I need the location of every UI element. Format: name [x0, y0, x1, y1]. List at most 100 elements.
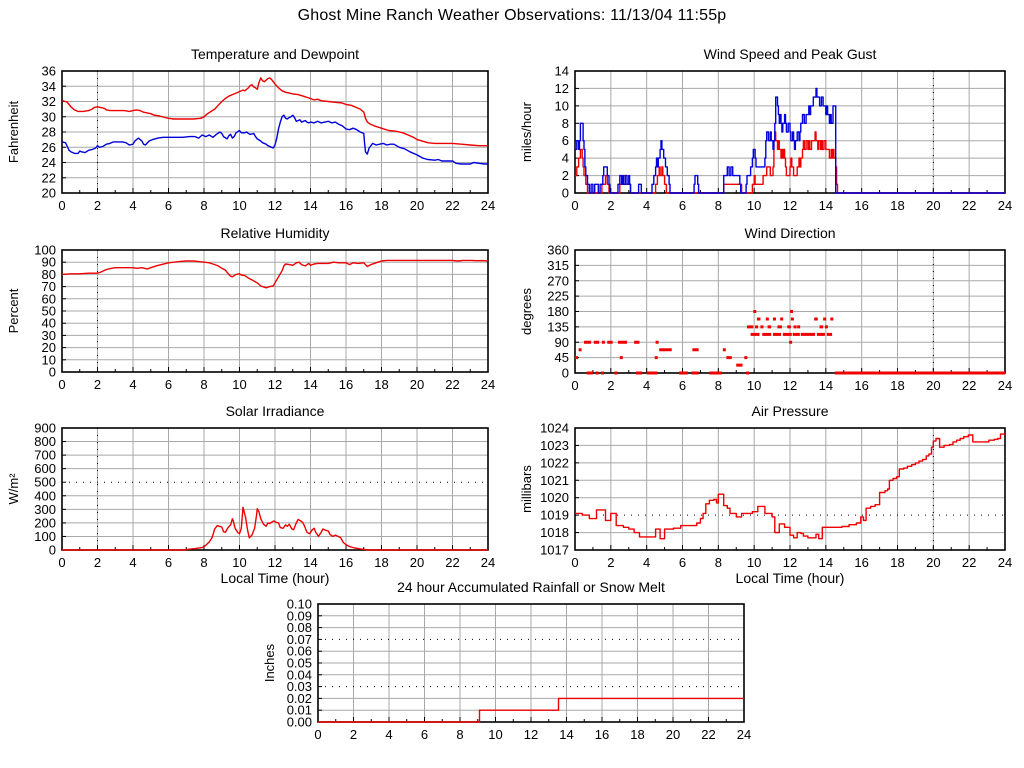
x-tick-label: 4 — [643, 555, 650, 570]
series-wind-direction — [575, 310, 1005, 375]
x-tick-label: 16 — [854, 198, 868, 213]
chart-rain: 24 hour Accumulated Rainfall or Snow Mel… — [262, 579, 751, 742]
x-tick-label: 14 — [303, 377, 317, 392]
x-tick-label: 20 — [410, 198, 424, 213]
y-tick-label: 0.04 — [287, 667, 312, 682]
x-tick-label: 4 — [129, 555, 136, 570]
y-tick-label: 0.06 — [287, 644, 312, 659]
y-tick-label: 0 — [562, 186, 569, 201]
x-tick-label: 18 — [374, 555, 388, 570]
y-tick-label: 14 — [555, 64, 569, 79]
y-tick-label: 1022 — [540, 455, 569, 470]
chart-title: Temperature and Dewpoint — [191, 46, 359, 62]
x-tick-label: 24 — [481, 377, 495, 392]
y-tick-label: 1021 — [540, 473, 569, 488]
y-tick-label: 300 — [34, 502, 56, 517]
x-tick-label: 12 — [783, 555, 797, 570]
y-tick-label: 200 — [34, 515, 56, 530]
x-tick-label: 22 — [962, 378, 976, 393]
x-tick-label: 0 — [314, 727, 321, 742]
page-title: Ghost Mine Ranch Weather Observations: 1… — [297, 7, 727, 24]
y-tick-label: 0 — [562, 366, 569, 381]
y-tick-label: 8 — [562, 116, 569, 131]
y-tick-label: 30 — [42, 109, 56, 124]
y-tick-label: 10 — [42, 352, 56, 367]
y-tick-label: 34 — [42, 79, 56, 94]
y-tick-label: 4 — [562, 151, 569, 166]
x-tick-label: 22 — [962, 198, 976, 213]
x-tick-label: 8 — [715, 198, 722, 213]
y-axis-label: Percent — [6, 288, 21, 333]
x-tick-label: 0 — [58, 198, 65, 213]
y-tick-label: 2 — [562, 168, 569, 183]
x-tick-label: 18 — [374, 377, 388, 392]
y-tick-label: 60 — [42, 291, 56, 306]
y-tick-label: 10 — [555, 98, 569, 113]
x-tick-label: 2 — [350, 727, 357, 742]
x-tick-label: 0 — [58, 555, 65, 570]
y-tick-label: 0.09 — [287, 608, 312, 623]
x-tick-label: 18 — [630, 727, 644, 742]
x-tick-label: 12 — [268, 198, 282, 213]
y-tick-label: 0.05 — [287, 656, 312, 671]
x-tick-label: 20 — [410, 555, 424, 570]
y-tick-label: 100 — [34, 529, 56, 544]
y-tick-label: 36 — [42, 64, 56, 79]
x-tick-label: 6 — [165, 555, 172, 570]
y-tick-label: 20 — [42, 340, 56, 355]
x-tick-label: 0 — [571, 198, 578, 213]
x-tick-label: 6 — [679, 378, 686, 393]
y-tick-label: 1024 — [540, 421, 569, 436]
x-tick-label: 14 — [303, 555, 317, 570]
y-tick-label: 90 — [42, 255, 56, 270]
x-tick-label: 0 — [571, 555, 578, 570]
y-tick-label: 26 — [42, 140, 56, 155]
x-tick-label: 6 — [421, 727, 428, 742]
x-tick-label: 10 — [488, 727, 502, 742]
y-tick-label: 0.08 — [287, 620, 312, 635]
chart-title: Relative Humidity — [221, 225, 330, 241]
x-tick-label: 4 — [643, 378, 650, 393]
y-tick-label: 0 — [49, 543, 56, 558]
x-tick-label: 0 — [58, 377, 65, 392]
x-tick-label: 22 — [445, 198, 459, 213]
x-tick-label: 20 — [410, 377, 424, 392]
y-tick-label: 900 — [34, 421, 56, 436]
y-tick-label: 1017 — [540, 543, 569, 558]
x-tick-label: 2 — [607, 378, 614, 393]
x-tick-label: 8 — [200, 377, 207, 392]
series-solar-irradiance — [62, 506, 488, 551]
x-tick-label: 4 — [385, 727, 392, 742]
x-tick-label: 20 — [926, 378, 940, 393]
y-tick-label: 180 — [547, 304, 569, 319]
chart-title: 24 hour Accumulated Rainfall or Snow Mel… — [397, 579, 665, 595]
y-tick-label: 270 — [547, 273, 569, 288]
y-axis-label: miles/hour — [519, 101, 534, 162]
chart-title: Wind Direction — [744, 225, 835, 241]
y-axis-label: W/m² — [6, 473, 21, 505]
x-tick-label: 18 — [374, 198, 388, 213]
x-tick-label: 24 — [998, 378, 1012, 393]
x-tick-label: 16 — [339, 555, 353, 570]
x-tick-label: 2 — [94, 555, 101, 570]
x-tick-label: 14 — [819, 555, 833, 570]
x-tick-label: 16 — [339, 377, 353, 392]
y-tick-label: 360 — [547, 243, 569, 258]
y-tick-label: 0.02 — [287, 691, 312, 706]
x-tick-label: 10 — [232, 377, 246, 392]
series-air-pressure — [575, 433, 1005, 540]
y-tick-label: 0.00 — [287, 715, 312, 730]
x-tick-label: 18 — [890, 198, 904, 213]
x-tick-label: 8 — [456, 727, 463, 742]
x-axis-label: Local Time (hour) — [221, 570, 330, 586]
x-tick-label: 10 — [747, 555, 761, 570]
x-tick-label: 16 — [339, 198, 353, 213]
x-tick-label: 22 — [445, 555, 459, 570]
y-tick-label: 32 — [42, 94, 56, 109]
y-tick-label: 1023 — [540, 438, 569, 453]
x-tick-label: 14 — [559, 727, 573, 742]
